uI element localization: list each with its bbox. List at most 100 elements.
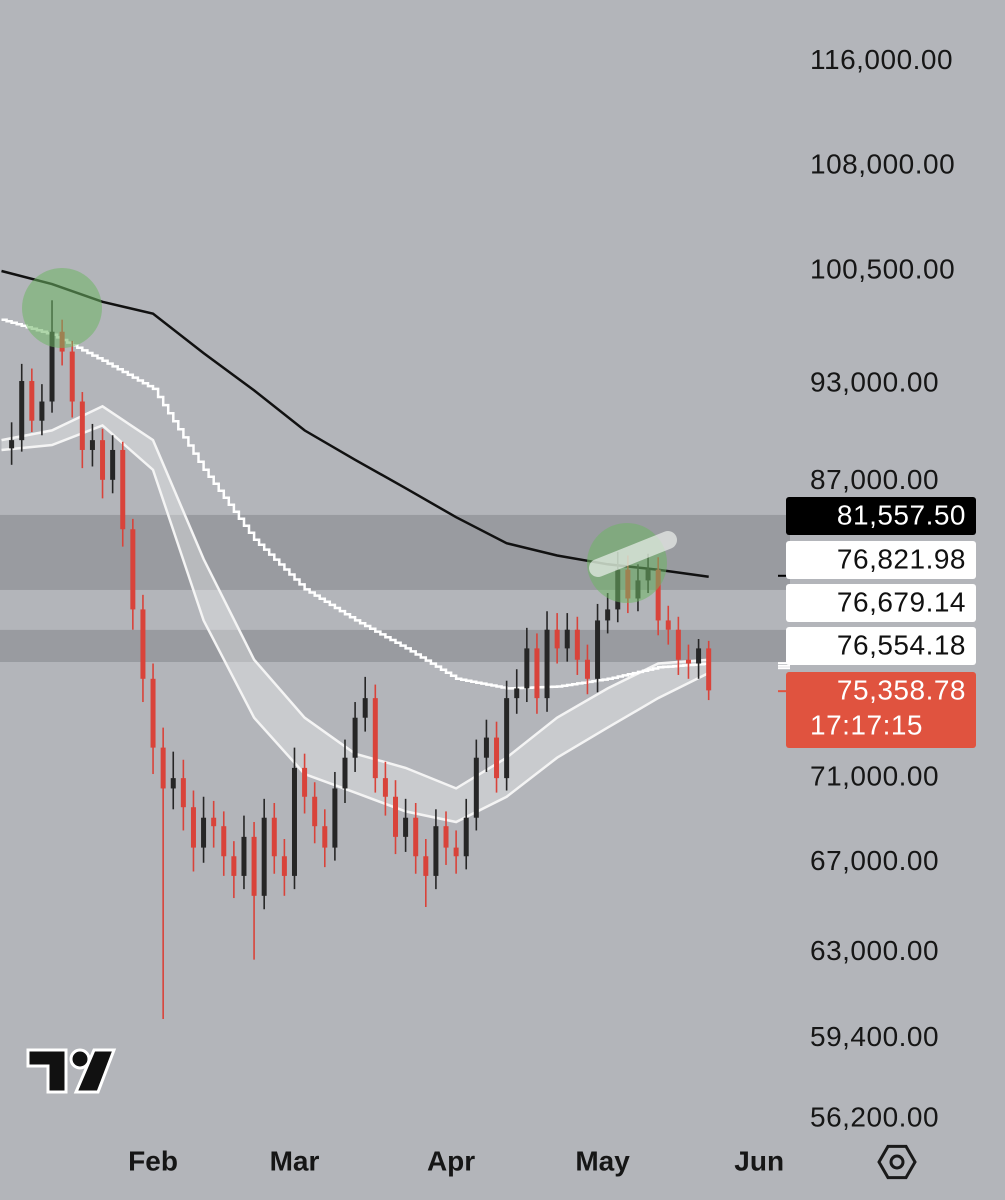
candle-body [261, 817, 267, 896]
candle-body [564, 629, 570, 649]
settings-hexagon [877, 1144, 917, 1180]
x-tick-label: Feb [128, 1145, 178, 1176]
plot-marks [9, 300, 712, 1019]
x-tick-label: May [575, 1145, 630, 1176]
x-tick-label: Apr [427, 1145, 475, 1176]
candle-body [372, 698, 378, 779]
candle-body [584, 659, 590, 679]
price-box-label: 76,821.98 [837, 543, 966, 574]
countdown-label: 17:17:15 [810, 709, 923, 740]
candle-body [665, 620, 671, 630]
price-box [786, 584, 976, 622]
candle-body [302, 767, 308, 797]
candle-body [554, 629, 560, 649]
band-edge [1, 424, 710, 824]
settings-center [889, 1154, 905, 1170]
candle-body [362, 698, 368, 718]
x-tick-label: Jun [734, 1145, 784, 1176]
candle-body [89, 440, 95, 450]
candle-body [403, 817, 409, 837]
candle-body [120, 449, 126, 530]
candle-body [190, 807, 196, 848]
candle-body [271, 817, 277, 857]
price-box-label: 76,554.18 [837, 629, 966, 660]
candle-body [706, 648, 712, 691]
candle-body [534, 648, 540, 699]
band-fill [1, 406, 709, 822]
candle-body [413, 817, 419, 857]
candle-body [463, 817, 469, 857]
y-tick-label: 67,000.00 [810, 845, 939, 876]
logo-t [26, 1048, 68, 1094]
y-tick-label: 71,000.00 [810, 761, 939, 792]
candle-body [19, 381, 25, 441]
moving-average [1, 318, 710, 690]
candle-body [655, 569, 661, 621]
x-tick-label: Mar [270, 1145, 320, 1176]
price-box-label: 81,557.50 [837, 499, 966, 530]
candle-body [332, 788, 338, 848]
highlight-circle [22, 268, 102, 348]
logo-slash [73, 1048, 117, 1094]
candle-body [291, 767, 297, 876]
candle-body [675, 629, 681, 660]
candle-body [281, 856, 287, 876]
candle-body [39, 401, 45, 421]
candle-body [423, 856, 429, 876]
price-box [786, 627, 976, 665]
candle-body [79, 401, 85, 450]
price-box [786, 497, 976, 535]
candle-body [29, 381, 35, 421]
candle-body [322, 826, 328, 848]
price-axis: 116,000.00 108,000.00 100,500.00 93,000.00 8… [128, 44, 976, 1176]
candle-body [443, 826, 449, 848]
candle-body [342, 757, 348, 789]
candle-body [544, 629, 550, 699]
candle-body [696, 648, 702, 664]
candle-body [605, 609, 611, 621]
candle-body [393, 796, 399, 837]
candle-body [211, 817, 217, 827]
candle-body [241, 836, 247, 876]
candle-body [251, 836, 257, 896]
candle-body [170, 778, 176, 789]
price-box-label: 76,679.14 [837, 586, 966, 617]
y-tick-label: 87,000.00 [810, 464, 939, 495]
y-tick-label: 108,000.00 [810, 148, 955, 179]
candle-body [514, 688, 520, 699]
candle-body [140, 609, 146, 679]
price-box [786, 672, 976, 748]
candle-body [231, 856, 237, 876]
candle-body [100, 440, 106, 480]
candle-body [110, 449, 116, 480]
candle-body [574, 629, 580, 660]
candle-body [483, 737, 489, 758]
candle-body [524, 648, 530, 689]
y-tick-label: 93,000.00 [810, 367, 939, 398]
resistance-zone [0, 629, 790, 662]
candle-body [504, 698, 510, 779]
candle-body [685, 659, 691, 664]
y-tick-label: 100,500.00 [810, 253, 955, 284]
y-tick-label: 59,400.00 [810, 1021, 939, 1052]
candle-body [494, 737, 500, 779]
y-tick-label: 56,200.00 [810, 1102, 939, 1133]
resistance-zone [0, 514, 790, 590]
candle-body [180, 778, 186, 808]
candle-body [201, 817, 207, 848]
candle-body [69, 351, 75, 402]
candle-body [160, 747, 166, 789]
highlight-stroke [589, 531, 677, 577]
candle-body [221, 826, 227, 857]
settings-button[interactable] [877, 1144, 917, 1180]
candle-body [595, 620, 601, 679]
y-tick-label: 116,000.00 [810, 44, 953, 75]
candle-body [150, 678, 156, 748]
price-box-label: 75,358.78 [837, 674, 966, 705]
candle-body [433, 826, 439, 876]
candle-body [49, 331, 55, 402]
logo[interactable] [26, 1048, 117, 1094]
candle-body [312, 796, 318, 827]
